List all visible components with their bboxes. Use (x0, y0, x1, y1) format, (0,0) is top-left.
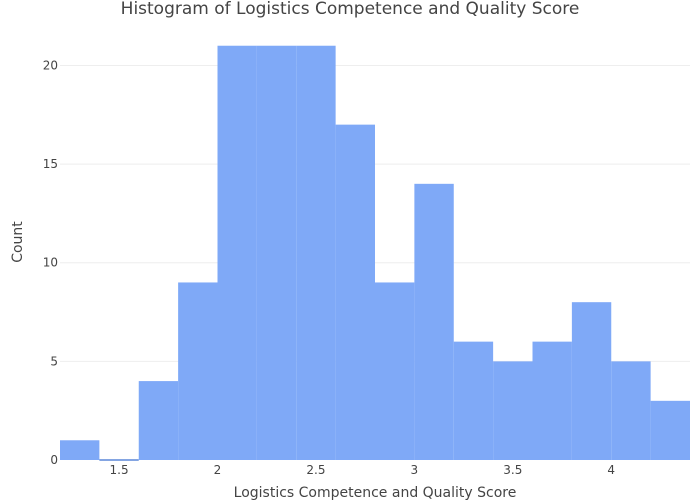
histogram-bar[interactable] (532, 341, 572, 460)
histogram-bar[interactable] (611, 361, 651, 460)
y-axis-ticks: 0 5 10 15 20 (43, 58, 58, 467)
histogram-bar[interactable] (335, 124, 375, 461)
y-tick-label: 20 (43, 58, 58, 72)
x-tick-label: 1.5 (110, 463, 129, 477)
histogram-bar[interactable] (571, 302, 612, 460)
histogram-bar[interactable] (60, 440, 100, 460)
x-axis-ticks: 1.5 2 2.5 3 3.5 4 (110, 463, 616, 477)
y-tick-label: 15 (43, 157, 58, 171)
y-tick-label: 0 (50, 453, 58, 467)
histogram-bar[interactable] (256, 45, 297, 461)
histogram-bar[interactable] (493, 361, 533, 460)
histogram-bar[interactable] (414, 183, 454, 460)
y-tick-label: 10 (43, 256, 58, 270)
x-tick-label: 4 (607, 463, 615, 477)
x-tick-label: 3.5 (503, 463, 522, 477)
histogram-bar[interactable] (217, 45, 257, 461)
chart-title: Histogram of Logistics Competence and Qu… (121, 0, 580, 19)
y-tick-label: 5 (50, 354, 58, 368)
x-tick-label: 2 (214, 463, 222, 477)
x-axis-title: Logistics Competence and Quality Score (234, 485, 517, 500)
histogram-bar[interactable] (453, 341, 494, 460)
histogram-bar[interactable] (375, 282, 415, 460)
y-axis-title: Count (10, 221, 26, 263)
histogram-bar[interactable] (178, 282, 218, 460)
histogram-bars (60, 45, 690, 461)
histogram-bar[interactable] (138, 381, 179, 460)
histogram-bar[interactable] (296, 45, 336, 461)
x-tick-label: 3 (411, 463, 419, 477)
histogram-bar[interactable] (650, 400, 690, 460)
x-tick-label: 2.5 (306, 463, 325, 477)
